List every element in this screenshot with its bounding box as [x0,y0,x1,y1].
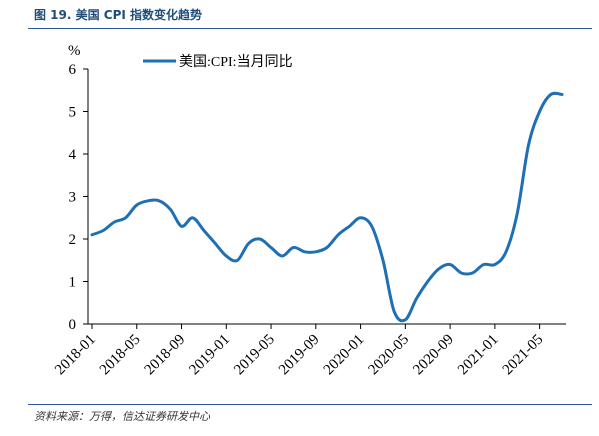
x-tick-label: 2021-01 [455,332,502,379]
x-tick-label: 2018-09 [142,332,189,379]
y-unit-label: % [68,43,81,59]
top-rule [28,28,592,29]
y-tick-label: 6 [69,62,77,78]
x-ticks: 2018-012018-052018-092019-012019-052019-… [52,324,546,378]
legend-label: 美国:CPI:当月同比 [179,54,293,70]
bottom-rule [28,404,592,405]
y-tick-label: 5 [69,105,77,121]
y-tick-label: 1 [69,275,77,291]
x-tick-label: 2020-05 [365,332,412,379]
y-tick-label: 2 [69,232,77,248]
x-tick-label: 2021-05 [500,332,547,379]
y-tick-label: 0 [69,317,77,333]
y-ticks: 0 1 2 3 4 5 6% [68,43,88,333]
x-tick-label: 2020-09 [410,332,457,379]
legend: 美国:CPI:当月同比 [143,54,293,70]
axes [87,69,566,325]
series-layer [90,91,564,323]
y-tick-label: 4 [69,147,77,163]
figure-title: 图 19. 美国 CPI 指数变化趋势 [34,8,203,22]
x-tick-label: 2019-09 [276,332,323,379]
source-note: 资料来源：万得，信达证券研发中心 [34,410,210,423]
x-tick-label: 2019-05 [231,332,278,379]
x-tick-label: 2019-01 [186,332,233,379]
x-tick-label: 2020-01 [321,332,368,379]
x-tick-label: 2018-01 [52,332,99,379]
series-line-cpi [90,91,564,323]
y-tick-label: 3 [69,190,77,206]
x-tick-label: 2018-05 [97,332,144,379]
